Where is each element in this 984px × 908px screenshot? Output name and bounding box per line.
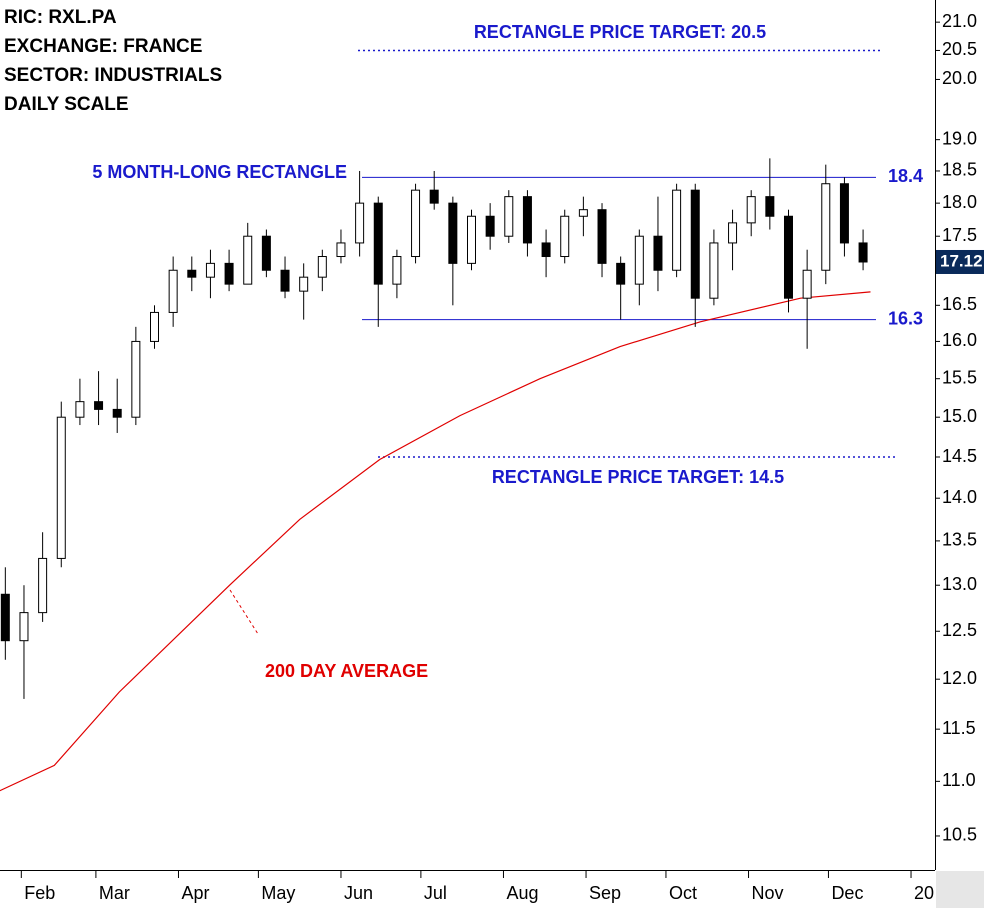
x-tick-label: Jun — [344, 883, 373, 903]
x-tick-label: Apr — [181, 883, 209, 903]
y-tick-label: 19.0 — [942, 128, 977, 148]
x-tick-label: Mar — [99, 883, 130, 903]
x-tick-label: Sep — [589, 883, 621, 903]
candle-body — [19, 612, 29, 642]
candle-body — [485, 215, 495, 237]
y-tick-label: 12.5 — [942, 620, 977, 640]
y-tick-label: 15.5 — [942, 367, 977, 387]
corner-box — [936, 871, 984, 908]
x-tick-label: Nov — [752, 883, 784, 903]
candle-body — [653, 235, 663, 271]
y-tick-label: 14.5 — [942, 446, 977, 466]
candle-body — [336, 242, 346, 258]
y-tick-label: 16.0 — [942, 330, 977, 350]
candle-body — [597, 209, 607, 264]
candle-body — [466, 215, 476, 264]
candle-body — [299, 276, 309, 292]
candle-body — [821, 183, 831, 271]
target-label: RECTANGLE PRICE TARGET: 14.5 — [492, 467, 784, 487]
target-label: RECTANGLE PRICE TARGET: 20.5 — [474, 22, 766, 42]
candle-body — [261, 235, 271, 271]
candle-body — [839, 183, 849, 244]
candle-body — [317, 256, 327, 278]
last-price-label: 17.12 — [940, 251, 983, 270]
candle-body — [411, 189, 421, 258]
x-tick-label: Aug — [506, 883, 538, 903]
level-label: 16.3 — [888, 308, 923, 328]
y-tick-label: 12.0 — [942, 668, 977, 688]
candle-body — [56, 416, 66, 559]
candle-body — [243, 235, 253, 285]
candle-body — [131, 340, 141, 418]
y-tick-label: 21.0 — [942, 11, 977, 31]
y-tick-label: 17.5 — [942, 225, 977, 245]
candle-body — [94, 401, 104, 410]
candle-body — [75, 401, 85, 418]
candle-body — [560, 215, 570, 258]
candle-body — [858, 242, 868, 263]
candle-body — [541, 242, 551, 258]
y-tick-label: 16.5 — [942, 294, 977, 314]
x-tick-label: May — [261, 883, 295, 903]
y-tick-label: 11.5 — [942, 718, 976, 738]
candle-body — [578, 209, 588, 217]
rectangle-label: 5 MONTH-LONG RECTANGLE — [92, 162, 347, 182]
candle-body — [709, 242, 719, 299]
x-tick-label: Dec — [831, 883, 863, 903]
candle-body — [429, 189, 439, 204]
x-tick-label: Oct — [669, 883, 697, 903]
header-line: SECTOR: INDUSTRIALS — [4, 65, 222, 86]
y-tick-label: 18.5 — [942, 160, 977, 180]
candle-body — [448, 202, 458, 264]
y-tick-label: 20.5 — [942, 39, 977, 59]
y-tick-label: 13.5 — [942, 530, 977, 550]
header-line: EXCHANGE: FRANCE — [4, 36, 202, 57]
candle-body — [392, 256, 402, 285]
candle-body — [522, 196, 532, 244]
candle-body — [765, 196, 775, 217]
candle-body — [802, 269, 812, 299]
y-tick-label: 15.0 — [942, 406, 977, 426]
y-tick-label: 13.0 — [942, 574, 977, 594]
y-tick-label: 18.0 — [942, 192, 977, 212]
candle-body — [616, 262, 626, 285]
header-line: DAILY SCALE — [4, 94, 129, 115]
candle-body — [280, 269, 290, 292]
level-label: 18.4 — [888, 166, 923, 186]
ma-pointer — [229, 589, 259, 635]
candle-body — [783, 215, 793, 299]
ma-label: 200 DAY AVERAGE — [265, 661, 428, 681]
last-price-box — [936, 249, 984, 274]
candle-body — [355, 202, 365, 244]
x-tick-label: Jul — [424, 883, 447, 903]
candle-body — [224, 262, 234, 285]
candle-body — [690, 189, 700, 299]
candle-body — [504, 196, 514, 237]
candle-body — [168, 269, 178, 313]
candle-body — [150, 311, 160, 342]
x-tick-label: Feb — [24, 883, 55, 903]
candle-body — [205, 262, 215, 278]
header-line: RIC: RXL.PA — [4, 7, 117, 28]
candle-body — [746, 196, 756, 224]
candle-body — [0, 593, 10, 642]
y-tick-label: 14.0 — [942, 487, 977, 507]
moving-average-line — [0, 291, 871, 792]
y-tick-label: 10.5 — [942, 825, 977, 845]
y-tick-label: 20.0 — [942, 68, 977, 88]
candle-body — [373, 202, 383, 285]
y-tick-label: 11.0 — [942, 770, 976, 790]
x-tick-label: 20 — [914, 883, 934, 903]
candle-body — [38, 557, 48, 614]
candle-body — [728, 222, 738, 244]
candle-body — [672, 189, 682, 271]
candle-body — [112, 408, 122, 418]
candle-body — [187, 269, 197, 278]
candle-body — [634, 235, 644, 285]
